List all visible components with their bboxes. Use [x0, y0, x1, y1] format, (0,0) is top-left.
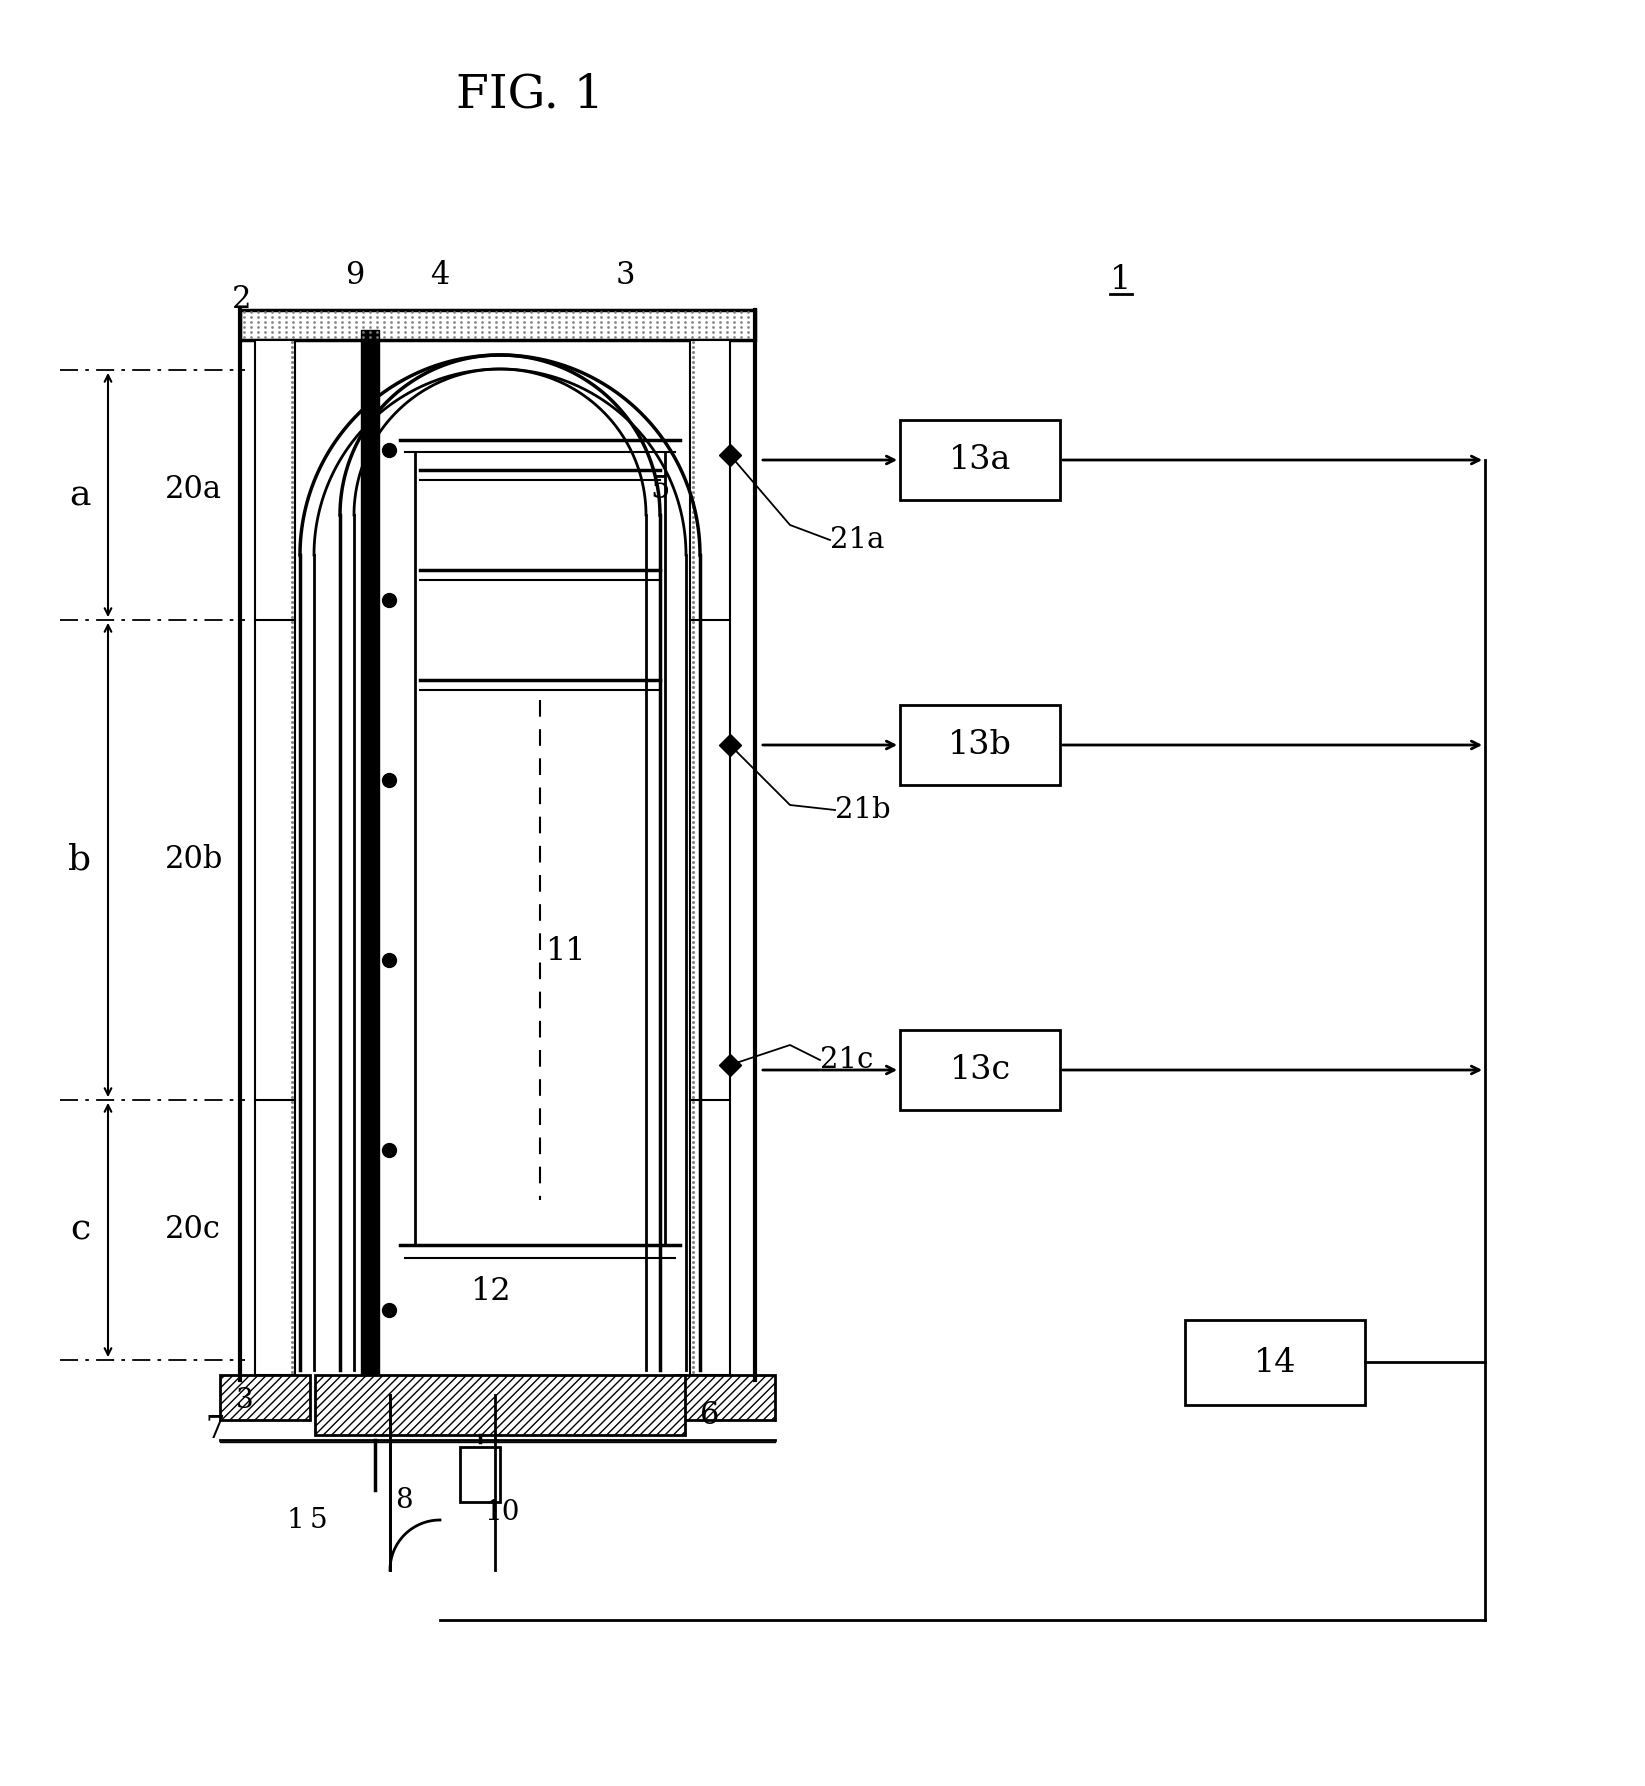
- Text: 21a: 21a: [831, 527, 885, 554]
- Bar: [900, 1031, 1059, 1111]
- Text: 20a: 20a: [164, 475, 222, 505]
- Text: 21b: 21b: [836, 797, 890, 823]
- Text: 5: 5: [650, 475, 670, 505]
- Bar: [1184, 1320, 1365, 1406]
- Text: 11: 11: [544, 936, 586, 966]
- Text: 10: 10: [485, 1498, 520, 1525]
- Bar: [240, 311, 755, 339]
- Text: b: b: [69, 843, 92, 877]
- Text: 1: 1: [1110, 264, 1132, 296]
- Text: 12: 12: [470, 1275, 510, 1307]
- Bar: [314, 1375, 684, 1434]
- Bar: [900, 420, 1059, 500]
- Bar: [255, 339, 294, 1375]
- Text: 21c: 21c: [819, 1047, 873, 1073]
- Text: 20b: 20b: [164, 845, 224, 875]
- Text: 2: 2: [232, 284, 252, 316]
- Text: 5: 5: [309, 1507, 327, 1534]
- Text: FIG. 1: FIG. 1: [456, 73, 604, 118]
- Text: 8: 8: [395, 1486, 413, 1513]
- Text: 13b: 13b: [948, 729, 1012, 761]
- Text: 4: 4: [431, 259, 449, 291]
- Text: 13a: 13a: [949, 445, 1012, 477]
- Text: 7: 7: [206, 1415, 225, 1445]
- Text: 3: 3: [237, 1386, 253, 1413]
- Text: 3: 3: [615, 259, 635, 291]
- Text: 9: 9: [345, 259, 365, 291]
- Text: 20c: 20c: [164, 1214, 220, 1245]
- Bar: [461, 1447, 500, 1502]
- Text: c: c: [69, 1213, 90, 1247]
- Bar: [689, 339, 730, 1375]
- Text: 14: 14: [1253, 1347, 1296, 1379]
- Text: 1: 1: [286, 1507, 304, 1534]
- Bar: [220, 1375, 309, 1420]
- Text: 6: 6: [701, 1400, 721, 1431]
- Bar: [900, 705, 1059, 786]
- Text: 13c: 13c: [949, 1054, 1010, 1086]
- Bar: [360, 330, 378, 1395]
- Text: a: a: [69, 479, 90, 513]
- Bar: [674, 1375, 775, 1420]
